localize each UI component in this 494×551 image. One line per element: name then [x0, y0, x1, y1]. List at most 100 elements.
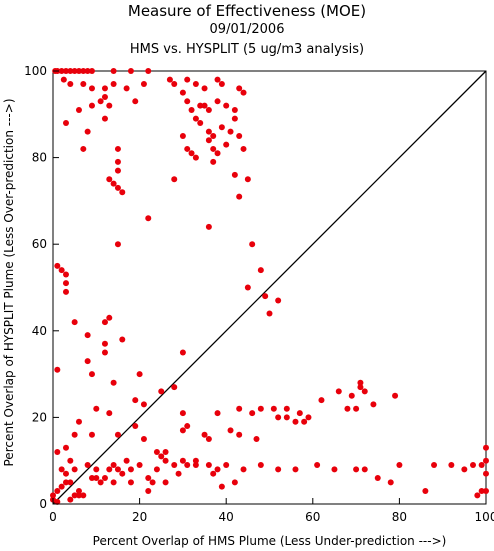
data-points	[50, 68, 489, 505]
data-point	[192, 115, 199, 122]
data-point	[431, 462, 438, 469]
data-point	[67, 80, 74, 87]
data-point	[145, 215, 152, 222]
data-point	[223, 462, 230, 469]
data-point	[353, 405, 360, 412]
data-point	[114, 241, 121, 248]
data-point	[227, 128, 234, 135]
data-point	[387, 479, 394, 486]
data-point	[231, 115, 238, 122]
data-point	[149, 479, 156, 486]
data-point	[80, 80, 87, 87]
data-point	[344, 405, 351, 412]
data-point	[84, 462, 91, 469]
data-point	[114, 167, 121, 174]
data-point	[205, 462, 212, 469]
data-point	[478, 488, 485, 495]
x-axis-ticks: 0 20 40 60 80 100	[49, 498, 494, 524]
data-point	[62, 280, 69, 287]
data-point	[101, 340, 108, 347]
data-point	[71, 466, 78, 473]
data-point	[357, 384, 364, 391]
data-point	[422, 488, 429, 495]
data-point	[101, 115, 108, 122]
data-point	[236, 405, 243, 412]
y-tick-label: 0	[39, 497, 47, 511]
data-point	[283, 414, 290, 421]
data-point	[270, 405, 277, 412]
data-point	[106, 314, 113, 321]
data-point	[210, 145, 217, 152]
data-point	[75, 68, 82, 74]
data-point	[101, 349, 108, 356]
data-point	[93, 466, 100, 473]
data-point	[140, 436, 147, 443]
data-point	[132, 423, 139, 430]
identity-reference-line	[52, 70, 487, 505]
data-point	[448, 462, 455, 469]
data-point	[54, 488, 61, 495]
data-point	[67, 496, 74, 503]
data-point	[461, 466, 468, 473]
data-point	[153, 466, 160, 473]
data-point	[192, 457, 199, 464]
data-point	[101, 319, 108, 326]
data-point	[214, 76, 221, 83]
data-point	[119, 470, 126, 477]
data-point	[54, 449, 61, 456]
data-point	[205, 436, 212, 443]
data-point	[158, 388, 165, 395]
data-point	[205, 128, 212, 135]
data-point	[236, 85, 243, 92]
data-point	[62, 68, 69, 74]
data-point	[62, 444, 69, 451]
data-point	[75, 488, 82, 495]
data-point	[370, 401, 377, 408]
data-point	[179, 427, 186, 434]
data-point	[62, 479, 69, 486]
data-point	[275, 297, 282, 304]
x-tick-label: 80	[392, 510, 407, 524]
data-point	[84, 332, 91, 339]
data-point	[348, 392, 355, 399]
data-point	[67, 479, 74, 486]
data-point	[240, 466, 247, 473]
data-point	[54, 366, 61, 373]
data-point	[84, 358, 91, 365]
data-point	[114, 431, 121, 438]
chart-title: Measure of Effectiveness (MOE)	[127, 2, 367, 20]
data-point	[162, 457, 169, 464]
data-point	[218, 80, 225, 87]
data-point	[110, 479, 117, 486]
data-point	[483, 444, 489, 451]
data-point	[357, 379, 364, 386]
data-point	[184, 98, 191, 105]
data-point	[214, 410, 221, 417]
data-point	[197, 102, 204, 109]
chart-subtitle-comparison: HMS vs. HYSPLIT (5 ug/m3 analysis)	[129, 42, 365, 57]
data-point	[201, 85, 208, 92]
data-point	[361, 388, 368, 395]
y-axis-label: Percent Overlap of HYSPLIT Plume (Less O…	[2, 99, 16, 467]
data-point	[240, 145, 247, 152]
data-point	[179, 457, 186, 464]
data-point	[205, 137, 212, 144]
data-point	[179, 89, 186, 96]
data-point	[223, 102, 230, 109]
data-point	[231, 106, 238, 113]
data-point	[218, 483, 225, 490]
data-point	[231, 171, 238, 178]
data-point	[210, 132, 217, 139]
data-point	[175, 470, 182, 477]
data-point	[145, 475, 152, 482]
data-point	[214, 466, 221, 473]
data-point	[192, 80, 199, 87]
data-point	[119, 336, 126, 343]
x-axis-label: Percent Overlap of HMS Plume (Less Under…	[93, 534, 447, 548]
data-point	[361, 466, 368, 473]
data-point	[201, 102, 208, 109]
data-point	[110, 180, 117, 187]
data-point	[123, 457, 130, 464]
data-point	[162, 479, 169, 486]
